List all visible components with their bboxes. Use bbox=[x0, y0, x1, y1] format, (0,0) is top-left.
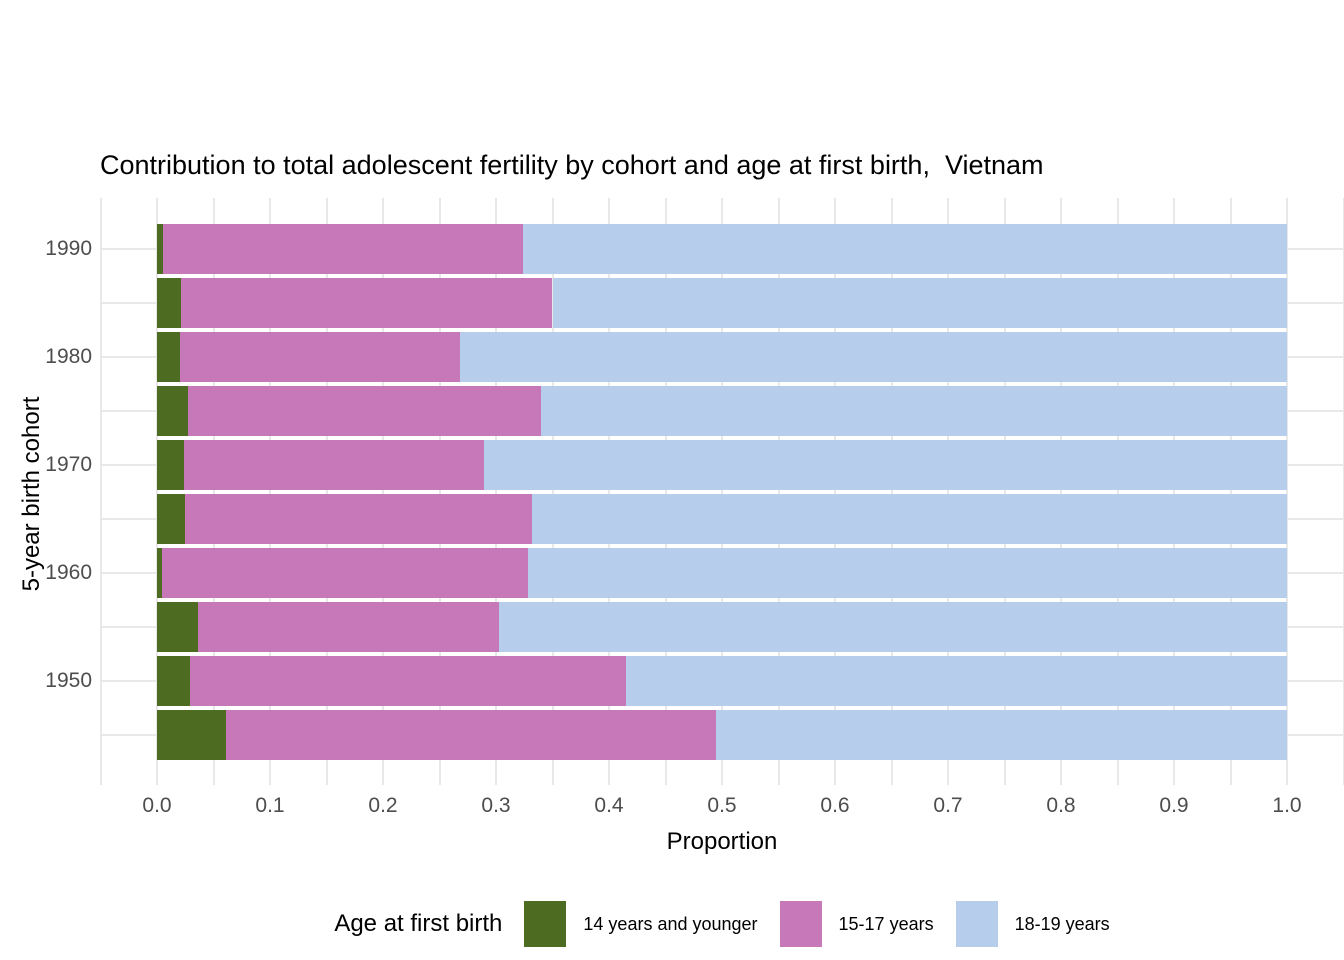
bar-segment-1965-15-17-years bbox=[185, 494, 533, 544]
bar-segment-1955-18-19-years bbox=[499, 602, 1287, 652]
bar-segment-1970-18-19-years bbox=[483, 440, 1287, 490]
bar-segment-1990-14-years-and-younger bbox=[157, 224, 163, 274]
gridline-vertical bbox=[438, 198, 441, 785]
gridline-vertical bbox=[834, 198, 836, 785]
bar-segment-1980-14-years-and-younger bbox=[157, 332, 180, 382]
legend-label: 15-17 years bbox=[838, 913, 934, 934]
x-tick-label: 0.0 bbox=[142, 794, 172, 817]
x-tick-label: 0.6 bbox=[820, 794, 850, 817]
legend-title: Age at first birth bbox=[334, 910, 503, 937]
bar-segment-1945-18-19-years bbox=[716, 710, 1287, 760]
legend-label: 18-19 years bbox=[1014, 913, 1110, 934]
legend-item: 18-19 years bbox=[955, 901, 1110, 947]
legend-key-15-17 bbox=[779, 901, 822, 947]
gridline-vertical bbox=[1342, 198, 1344, 785]
legend-label: 14 years and younger bbox=[583, 913, 758, 934]
bar-segment-1975-18-19-years bbox=[541, 386, 1287, 436]
gridline-vertical bbox=[721, 198, 723, 785]
gridline-vertical bbox=[551, 198, 554, 785]
bar-segment-1970-15-17-years bbox=[184, 440, 484, 490]
gridline-vertical bbox=[269, 198, 271, 785]
bar-segment-1975-14-years-and-younger bbox=[157, 386, 188, 436]
y-tick-label: 1990 bbox=[45, 237, 92, 260]
x-tick-label: 0.7 bbox=[933, 794, 963, 817]
gridline-vertical bbox=[212, 198, 215, 785]
gridline-vertical bbox=[777, 198, 780, 785]
gridline-vertical bbox=[99, 198, 102, 785]
x-tick-label: 0.4 bbox=[594, 794, 624, 817]
y-tick-label: 1980 bbox=[45, 345, 92, 368]
bar-segment-1955-14-years-and-younger bbox=[157, 602, 198, 652]
bar-segment-1960-14-years-and-younger bbox=[157, 548, 162, 598]
gridline-vertical bbox=[382, 198, 384, 785]
gridline-vertical bbox=[608, 198, 610, 785]
legend-key-14-and-younger bbox=[524, 901, 567, 947]
y-axis-title: 5-year birth cohort bbox=[18, 396, 45, 592]
x-tick-label: 0.9 bbox=[1159, 794, 1189, 817]
gridline-vertical bbox=[156, 198, 158, 785]
gridline-vertical bbox=[1286, 198, 1288, 785]
legend-item: 15-17 years bbox=[779, 901, 934, 947]
bar-segment-1990-18-19-years bbox=[523, 224, 1287, 274]
y-tick-label: 1950 bbox=[45, 669, 92, 692]
bar-segment-1965-18-19-years bbox=[532, 494, 1287, 544]
bar-segment-1965-14-years-and-younger bbox=[157, 494, 186, 544]
x-tick-label: 1.0 bbox=[1272, 794, 1302, 817]
gridline-vertical bbox=[664, 198, 667, 785]
gridline-vertical bbox=[890, 198, 893, 785]
gridline-vertical bbox=[325, 198, 328, 785]
bar-segment-1945-15-17-years bbox=[225, 710, 717, 760]
bar-segment-1980-15-17-years bbox=[179, 332, 460, 382]
y-tick-label: 1970 bbox=[45, 453, 92, 476]
gridline-vertical bbox=[1116, 198, 1119, 785]
x-tick-label: 0.5 bbox=[707, 794, 737, 817]
gridline-vertical bbox=[1173, 198, 1175, 785]
bar-segment-1955-15-17-years bbox=[197, 602, 500, 652]
bar-segment-1980-18-19-years bbox=[459, 332, 1287, 382]
bar-segment-1960-15-17-years bbox=[161, 548, 528, 598]
bar-segment-1950-18-19-years bbox=[625, 656, 1287, 706]
bar-segment-1985-14-years-and-younger bbox=[157, 278, 181, 328]
x-axis-title: Proportion bbox=[666, 828, 778, 855]
x-tick-label: 0.3 bbox=[481, 794, 511, 817]
bar-segment-1945-14-years-and-younger bbox=[157, 710, 226, 760]
bar-segment-1950-15-17-years bbox=[189, 656, 626, 706]
x-tick-label: 0.2 bbox=[368, 794, 398, 817]
bar-segment-1985-18-19-years bbox=[552, 278, 1287, 328]
legend-key-18-19 bbox=[955, 901, 998, 947]
x-tick-label: 0.8 bbox=[1046, 794, 1076, 817]
bar-segment-1970-14-years-and-younger bbox=[157, 440, 185, 490]
gridline-vertical bbox=[1060, 198, 1062, 785]
gridline-vertical bbox=[947, 198, 949, 785]
chart-title: Contribution to total adolescent fertili… bbox=[100, 150, 1044, 180]
legend-item: 14 years and younger bbox=[524, 901, 758, 947]
bar-segment-1985-15-17-years bbox=[180, 278, 553, 328]
gridline-vertical bbox=[1229, 198, 1232, 785]
bar-segment-1975-15-17-years bbox=[187, 386, 542, 436]
plot-panel bbox=[99, 198, 1344, 785]
bar-segment-1950-14-years-and-younger bbox=[157, 656, 190, 706]
bar-segment-1960-18-19-years bbox=[527, 548, 1287, 598]
y-tick-label: 1960 bbox=[45, 561, 92, 584]
bar-segment-1990-15-17-years bbox=[162, 224, 524, 274]
gridline-vertical bbox=[1003, 198, 1006, 785]
x-tick-label: 0.1 bbox=[255, 794, 285, 817]
legend: Age at first birth 14 years and younger … bbox=[100, 896, 1344, 952]
gridline-vertical bbox=[495, 198, 497, 785]
